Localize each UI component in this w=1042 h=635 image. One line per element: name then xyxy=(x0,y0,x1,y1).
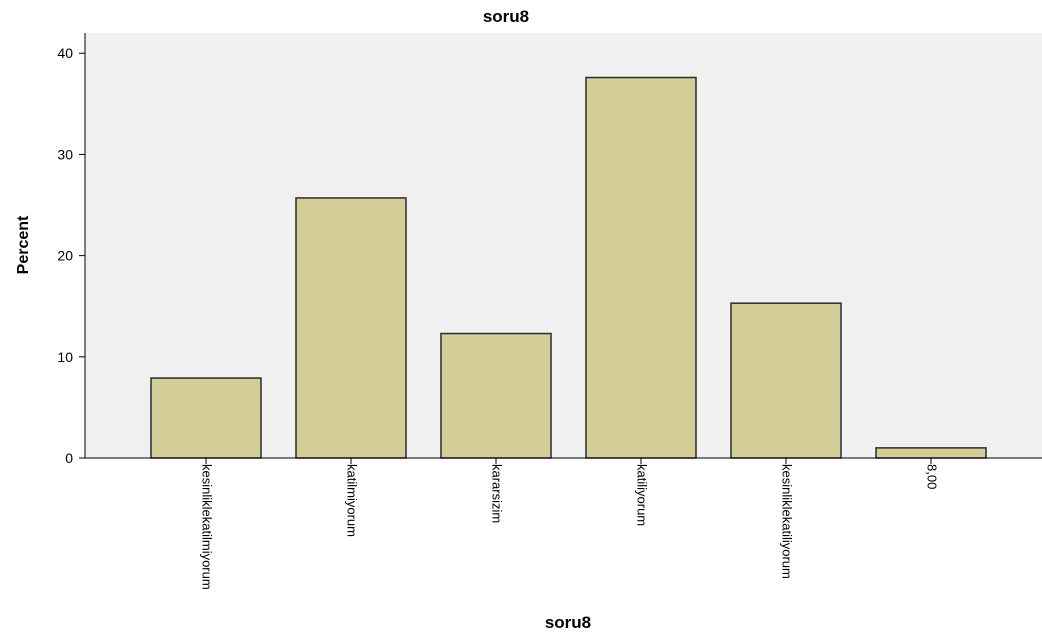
chart-title: soru8 xyxy=(483,7,529,26)
x-tick-label: kesinliklekatilmiyorum xyxy=(200,464,215,590)
y-axis: 0 10 20 30 40 xyxy=(57,33,86,466)
x-axis: kesinliklekatilmiyorum katilmiyorum karars… xyxy=(85,457,1042,590)
bar-2 xyxy=(295,197,407,459)
y-tick-label: 10 xyxy=(57,349,73,365)
bars-group xyxy=(150,76,987,459)
x-tick-label: 8,00 xyxy=(925,464,940,489)
bar-3 xyxy=(440,332,552,459)
bar-1 xyxy=(150,377,262,459)
x-axis-label: soru8 xyxy=(545,613,591,632)
y-tick-label: 40 xyxy=(57,45,73,61)
bar-6 xyxy=(875,447,987,459)
bar-4 xyxy=(585,76,697,459)
x-tick-label: kesinliklekatiliyorum xyxy=(780,464,795,579)
x-tick-label: katilmiyorum xyxy=(345,464,360,537)
x-tick-label: katiliyorum xyxy=(635,464,650,526)
x-tick-label: kararsizim xyxy=(490,464,505,523)
bar-5 xyxy=(730,302,842,459)
y-tick-label: 0 xyxy=(65,450,73,466)
y-axis-label: Percent xyxy=(15,215,32,274)
y-tick-label: 30 xyxy=(57,146,73,162)
y-tick-label: 20 xyxy=(57,248,73,264)
